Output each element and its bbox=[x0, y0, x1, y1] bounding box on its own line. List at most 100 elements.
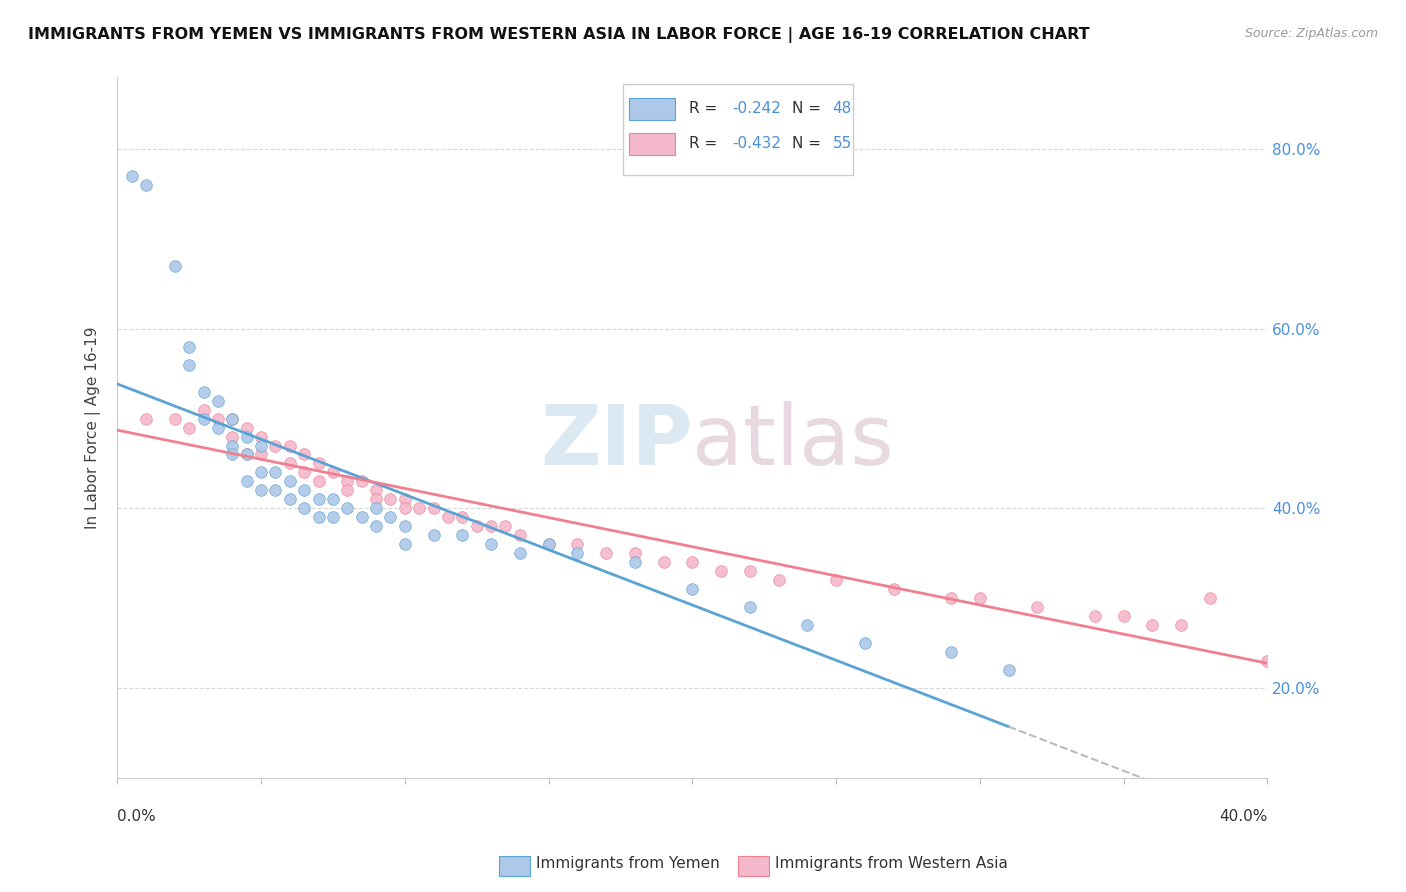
Point bbox=[193, 402, 215, 417]
Point bbox=[623, 546, 645, 560]
Point bbox=[796, 618, 818, 632]
Point bbox=[1084, 609, 1107, 624]
Text: N =: N = bbox=[793, 102, 827, 117]
Text: Immigrants from Western Asia: Immigrants from Western Asia bbox=[775, 856, 1008, 871]
Point bbox=[308, 510, 330, 524]
Point bbox=[537, 537, 560, 551]
Text: 0.0%: 0.0% bbox=[117, 809, 156, 824]
Point bbox=[825, 573, 848, 587]
Point bbox=[193, 384, 215, 399]
Point bbox=[595, 546, 617, 560]
Point bbox=[364, 492, 387, 507]
Point bbox=[221, 438, 243, 452]
Point bbox=[451, 510, 474, 524]
Point bbox=[250, 483, 273, 498]
Point bbox=[567, 546, 589, 560]
Point bbox=[292, 483, 315, 498]
Point bbox=[1198, 591, 1220, 606]
Point bbox=[479, 537, 502, 551]
Point bbox=[380, 510, 402, 524]
Point bbox=[394, 519, 416, 533]
Point bbox=[494, 519, 516, 533]
Text: R =: R = bbox=[689, 136, 721, 152]
Point bbox=[179, 358, 201, 372]
Point bbox=[710, 564, 733, 578]
Point bbox=[250, 466, 273, 480]
Point bbox=[364, 501, 387, 516]
FancyBboxPatch shape bbox=[628, 98, 675, 120]
Point bbox=[883, 582, 905, 596]
Point bbox=[221, 448, 243, 462]
Point bbox=[221, 411, 243, 425]
Point bbox=[163, 411, 186, 425]
Point bbox=[221, 411, 243, 425]
Point bbox=[278, 475, 301, 489]
Point bbox=[235, 420, 257, 434]
Point bbox=[264, 438, 287, 452]
Point bbox=[292, 466, 315, 480]
Text: atlas: atlas bbox=[692, 401, 894, 482]
Point bbox=[853, 636, 876, 650]
Point bbox=[308, 492, 330, 507]
Point bbox=[292, 448, 315, 462]
Point bbox=[235, 475, 257, 489]
Point bbox=[278, 492, 301, 507]
Point bbox=[509, 546, 531, 560]
Point bbox=[537, 537, 560, 551]
Point bbox=[394, 537, 416, 551]
Point bbox=[422, 501, 444, 516]
Point bbox=[336, 475, 359, 489]
Point bbox=[121, 169, 143, 184]
Point bbox=[135, 411, 157, 425]
Point bbox=[997, 663, 1019, 677]
Point bbox=[135, 178, 157, 193]
Point bbox=[738, 600, 761, 615]
Text: IMMIGRANTS FROM YEMEN VS IMMIGRANTS FROM WESTERN ASIA IN LABOR FORCE | AGE 16-19: IMMIGRANTS FROM YEMEN VS IMMIGRANTS FROM… bbox=[28, 27, 1090, 43]
Point bbox=[179, 340, 201, 354]
Text: -0.242: -0.242 bbox=[733, 102, 782, 117]
Point bbox=[235, 448, 257, 462]
Point bbox=[278, 438, 301, 452]
Point bbox=[364, 483, 387, 498]
Point bbox=[465, 519, 488, 533]
Point bbox=[350, 475, 373, 489]
Point bbox=[1112, 609, 1135, 624]
Point bbox=[969, 591, 991, 606]
Point bbox=[250, 448, 273, 462]
Point bbox=[1170, 618, 1192, 632]
Point bbox=[623, 555, 645, 569]
Point bbox=[939, 591, 962, 606]
FancyBboxPatch shape bbox=[628, 133, 675, 155]
Point bbox=[350, 510, 373, 524]
Point bbox=[364, 519, 387, 533]
Text: Source: ZipAtlas.com: Source: ZipAtlas.com bbox=[1244, 27, 1378, 40]
Point bbox=[308, 475, 330, 489]
Point bbox=[322, 492, 344, 507]
Point bbox=[509, 528, 531, 542]
Point bbox=[308, 457, 330, 471]
Point bbox=[738, 564, 761, 578]
Point bbox=[479, 519, 502, 533]
Point bbox=[1026, 600, 1049, 615]
Point bbox=[336, 483, 359, 498]
Text: Immigrants from Yemen: Immigrants from Yemen bbox=[536, 856, 720, 871]
Point bbox=[768, 573, 790, 587]
Point bbox=[408, 501, 430, 516]
Text: 40.0%: 40.0% bbox=[1219, 809, 1267, 824]
Text: N =: N = bbox=[793, 136, 827, 152]
Point bbox=[292, 501, 315, 516]
Text: 55: 55 bbox=[832, 136, 852, 152]
Point bbox=[235, 429, 257, 443]
Point bbox=[179, 420, 201, 434]
Text: -0.432: -0.432 bbox=[733, 136, 782, 152]
Text: ZIP: ZIP bbox=[540, 401, 692, 482]
Point bbox=[250, 438, 273, 452]
Point bbox=[939, 645, 962, 659]
Point bbox=[207, 411, 229, 425]
Y-axis label: In Labor Force | Age 16-19: In Labor Force | Age 16-19 bbox=[86, 326, 101, 529]
Text: 48: 48 bbox=[832, 102, 852, 117]
Point bbox=[264, 466, 287, 480]
Point bbox=[681, 555, 703, 569]
FancyBboxPatch shape bbox=[623, 85, 853, 176]
Point bbox=[278, 457, 301, 471]
